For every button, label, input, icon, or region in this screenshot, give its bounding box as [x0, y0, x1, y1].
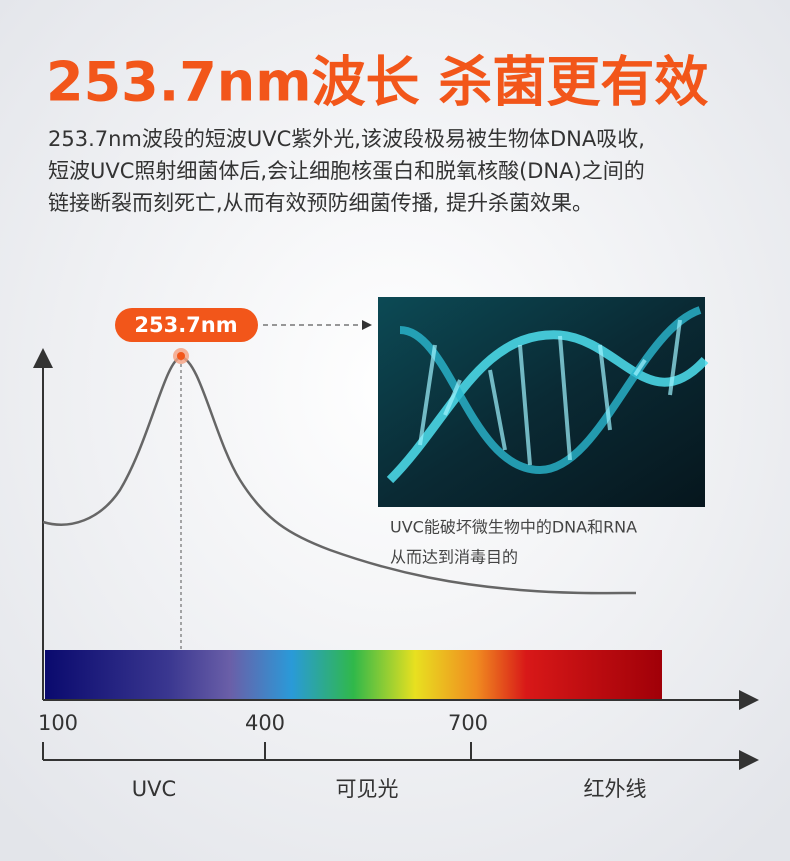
text-line: 短波UVC照射细菌体后,会让细胞核蛋白和脱氧核酸(DNA)之间的	[48, 159, 645, 183]
peak-label: 253.7nm	[134, 313, 237, 337]
dna-image	[378, 297, 709, 507]
text-line: 253.7nm波段的短波UVC紫外光,该波段极易被生物体DNA吸收,	[48, 127, 645, 151]
text-line: 链接断裂而刻死亡,从而有效预防细菌传播, 提升杀菌效果。	[48, 191, 593, 215]
peak-dot-core	[177, 352, 185, 360]
tick-label: 400	[245, 711, 285, 735]
band-label: UVC	[132, 777, 176, 801]
title: 253.7nm波长 杀菌更有效	[46, 51, 708, 114]
spectrum-bar	[45, 650, 662, 700]
peak-badge	[115, 308, 258, 342]
band-label: 可见光	[336, 777, 399, 801]
tick-label: 700	[448, 711, 488, 735]
caption: UVC能破坏微生物中的DNA和RNA	[390, 518, 637, 537]
caption: 从而达到消毒目的	[390, 548, 518, 567]
band-label: 红外线	[584, 777, 647, 801]
tick-label: 100	[38, 711, 78, 735]
curve	[42, 355, 637, 595]
